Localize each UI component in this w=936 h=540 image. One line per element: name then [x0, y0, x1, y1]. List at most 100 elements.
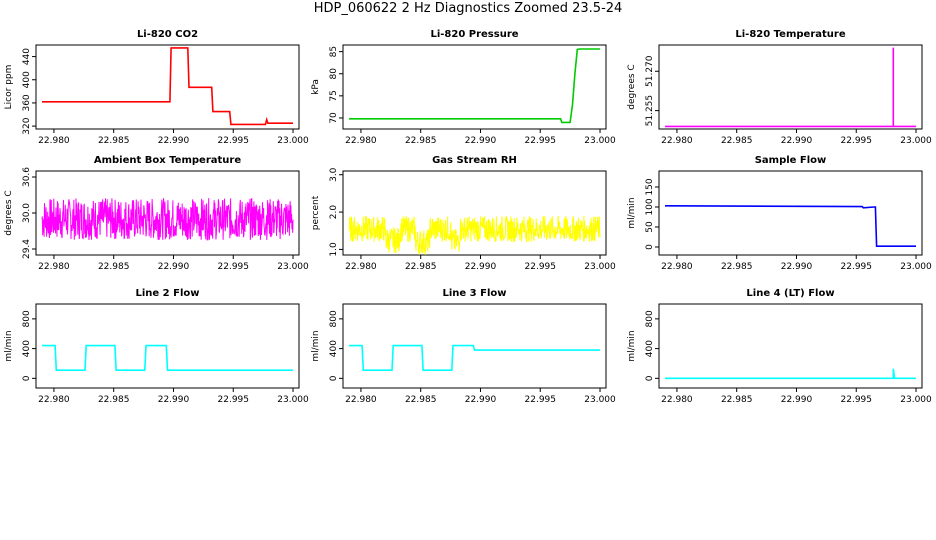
x-tick-label: 22.995	[218, 262, 250, 272]
x-tick-label: 22.995	[525, 262, 557, 272]
plot-frame	[342, 170, 607, 256]
y-tick-label: 70	[329, 112, 339, 124]
x-tick-label: 22.980	[38, 395, 70, 405]
plot-frame	[342, 303, 607, 389]
series-line	[664, 205, 916, 247]
figure-title: HDP_060622 2 Hz Diagnostics Zoomed 23.5-…	[313, 1, 623, 16]
panel-title: Line 4 (LT) Flow	[746, 288, 834, 299]
plot-frame	[658, 170, 923, 256]
panel-title: Li-820 CO2	[137, 29, 198, 40]
y-axis-label: ml/min	[627, 330, 637, 361]
plot-frame	[658, 44, 923, 130]
x-tick-label: 22.980	[661, 136, 693, 146]
y-tick-label: 400	[22, 340, 32, 357]
x-tick-label: 22.995	[841, 262, 873, 272]
y-tick-label: 85	[329, 46, 339, 57]
x-tick-label: 22.980	[661, 262, 693, 272]
y-tick-label: 1.0	[329, 242, 339, 257]
x-tick-label: 23.000	[900, 262, 932, 272]
y-tick-label: 320	[22, 117, 32, 134]
x-tick-label: 22.990	[158, 395, 190, 405]
plot-frame	[35, 44, 300, 130]
panel-title: Line 3 Flow	[443, 288, 507, 299]
x-tick-label: 22.985	[405, 395, 437, 405]
x-tick-label: 22.995	[841, 395, 873, 405]
y-tick-label: 0	[22, 375, 32, 381]
series-line	[665, 47, 916, 128]
y-tick-label: 100	[645, 198, 655, 215]
y-tick-label: 3.0	[329, 167, 339, 182]
plot-frame	[658, 303, 923, 389]
x-tick-label: 22.985	[721, 262, 753, 272]
x-tick-label: 22.980	[345, 395, 377, 405]
y-tick-label: 75	[329, 90, 339, 101]
y-tick-label: 29.4	[22, 239, 32, 259]
plot-frame	[342, 44, 607, 130]
x-tick-label: 22.990	[781, 136, 813, 146]
panel-title: Sample Flow	[755, 155, 827, 166]
series-line	[348, 215, 601, 255]
y-tick-label: 0	[645, 244, 655, 250]
x-tick-label: 22.980	[38, 136, 70, 146]
x-tick-label: 23.000	[277, 395, 309, 405]
x-tick-label: 22.985	[98, 136, 130, 146]
x-tick-label: 22.995	[525, 395, 557, 405]
x-tick-label: 22.985	[98, 395, 130, 405]
x-tick-label: 22.980	[345, 262, 377, 272]
x-tick-label: 22.995	[525, 136, 557, 146]
x-tick-label: 22.990	[465, 262, 497, 272]
y-tick-label: 800	[329, 310, 339, 327]
panel-title: Gas Stream RH	[432, 155, 517, 166]
y-axis-label: degrees C	[627, 64, 637, 109]
x-tick-label: 23.000	[277, 136, 309, 146]
x-tick-label: 22.980	[38, 262, 70, 272]
y-axis-label: degrees C	[4, 190, 14, 235]
x-tick-label: 22.980	[661, 395, 693, 405]
panel-title: Li-820 Pressure	[430, 29, 518, 40]
y-tick-label: 2.0	[329, 205, 339, 220]
x-tick-label: 23.000	[900, 136, 932, 146]
y-tick-label: 0	[645, 375, 655, 381]
x-tick-label: 23.000	[584, 136, 616, 146]
y-tick-label: 51.270	[645, 55, 655, 87]
x-tick-label: 23.000	[900, 395, 932, 405]
x-tick-label: 22.985	[98, 262, 130, 272]
y-tick-label: 800	[645, 310, 655, 327]
y-tick-label: 360	[22, 94, 32, 111]
panel-title: Line 2 Flow	[136, 288, 200, 299]
panel-title: Li-820 Temperature	[735, 29, 845, 40]
x-tick-label: 22.990	[465, 395, 497, 405]
series-line	[41, 197, 294, 242]
x-tick-label: 23.000	[584, 262, 616, 272]
y-tick-label: 80	[329, 68, 339, 80]
panel-title: Ambient Box Temperature	[94, 155, 241, 166]
x-tick-label: 22.985	[721, 136, 753, 146]
series-line	[665, 368, 916, 380]
y-tick-label: 50	[645, 221, 655, 233]
x-tick-label: 22.990	[158, 136, 190, 146]
x-tick-label: 22.990	[781, 395, 813, 405]
x-tick-label: 22.985	[721, 395, 753, 405]
y-tick-label: 440	[22, 48, 32, 65]
y-axis-label: percent	[311, 195, 321, 230]
x-tick-label: 22.995	[841, 136, 873, 146]
y-axis-label: kPa	[311, 79, 321, 95]
y-axis-label: ml/min	[311, 330, 321, 361]
y-axis-label: ml/min	[4, 330, 14, 361]
y-tick-label: 800	[22, 310, 32, 327]
x-tick-label: 22.995	[218, 136, 250, 146]
y-tick-label: 150	[645, 178, 655, 195]
series-line	[42, 47, 293, 126]
x-tick-label: 22.990	[465, 136, 497, 146]
y-tick-label: 30.0	[22, 203, 32, 223]
y-axis-label: Licor ppm	[4, 65, 14, 110]
x-tick-label: 22.995	[218, 395, 250, 405]
y-tick-label: 51.255	[645, 95, 655, 127]
x-tick-label: 23.000	[277, 262, 309, 272]
plot-frame	[35, 303, 300, 389]
x-tick-label: 22.985	[405, 136, 437, 146]
x-tick-label: 22.985	[405, 262, 437, 272]
series-line	[349, 344, 600, 372]
x-tick-label: 22.980	[345, 136, 377, 146]
series-line	[42, 344, 293, 372]
